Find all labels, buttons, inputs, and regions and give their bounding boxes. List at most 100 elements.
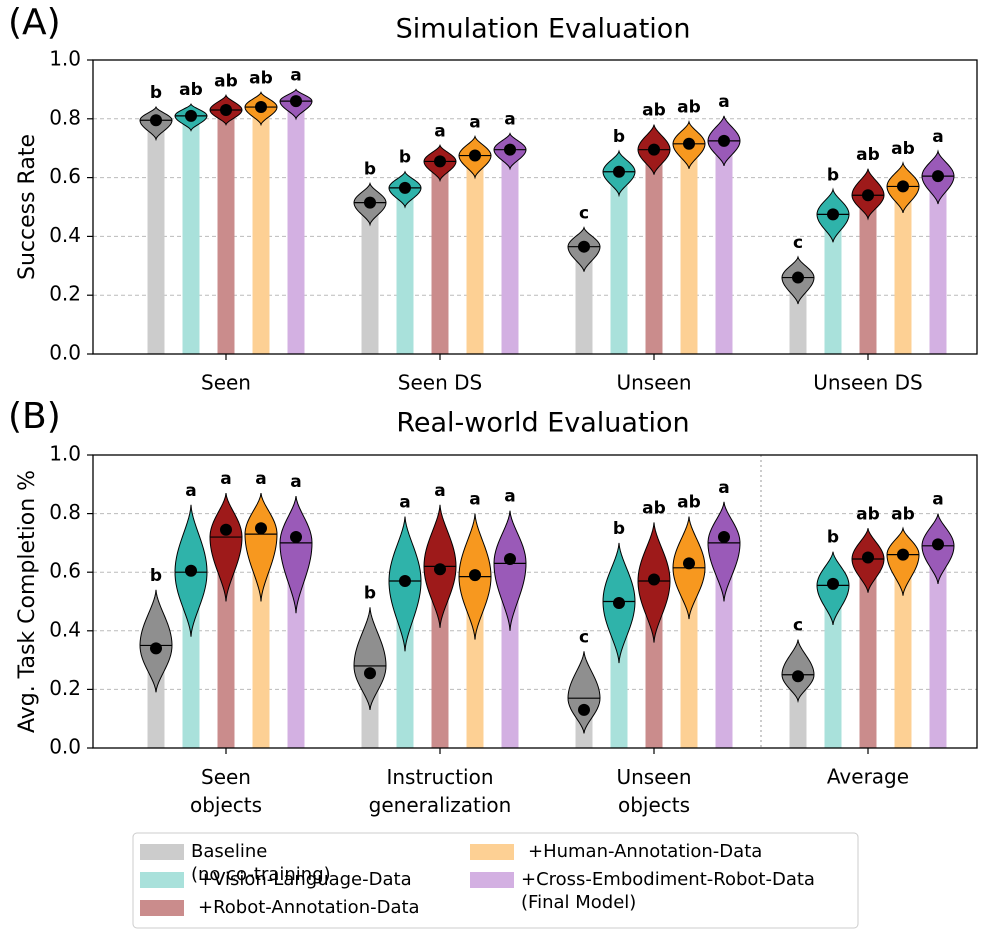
x-tick-label: Average — [827, 765, 909, 789]
bar — [680, 563, 698, 748]
significance-label: a — [255, 469, 266, 489]
panel-label: (A) — [8, 2, 61, 43]
y-axis-label: Success Rate — [15, 134, 40, 280]
bar — [361, 202, 379, 354]
significance-label: a — [290, 65, 301, 85]
bar — [715, 140, 733, 354]
mean-dot — [683, 557, 695, 570]
legend-swatch — [140, 872, 184, 888]
significance-label: a — [185, 481, 196, 501]
significance-label: b — [399, 148, 411, 168]
significance-label: ab — [677, 493, 701, 513]
significance-label: b — [150, 566, 162, 586]
significance-label: a — [718, 92, 729, 112]
y-tick-label: 0.4 — [49, 617, 81, 641]
x-tick-label: Seen — [201, 371, 251, 395]
significance-label: a — [504, 487, 515, 507]
bar — [575, 246, 593, 354]
y-tick-label: 0.0 — [49, 341, 81, 365]
x-tick-label: Instruction generalization — [369, 765, 512, 817]
mean-dot — [648, 143, 660, 156]
significance-label: b — [150, 83, 162, 103]
legend-label: +Cross-Embodiment-Robot-Data (Final Model… — [521, 869, 815, 913]
significance-label: ab — [214, 71, 238, 91]
significance-label: a — [399, 493, 410, 513]
significance-label: a — [932, 127, 943, 147]
mean-dot — [648, 573, 660, 586]
x-tick-label: Unseen objects — [616, 765, 691, 817]
mean-dot — [827, 577, 839, 590]
y-tick-label: 0.0 — [49, 735, 81, 759]
y-tick-label: 0.6 — [49, 559, 81, 583]
mean-dot — [504, 553, 516, 566]
significance-label: ab — [249, 68, 273, 88]
bar — [929, 544, 947, 748]
mean-dot — [469, 149, 481, 162]
legend-label: +Robot-Annotation-Data — [198, 897, 420, 918]
mean-dot — [220, 523, 232, 536]
mean-dot — [792, 670, 804, 683]
significance-label: a — [469, 112, 480, 132]
legend-swatch — [470, 872, 514, 888]
legend-label: +Vision-Language-Data — [198, 869, 412, 890]
significance-label: a — [220, 469, 231, 489]
mean-dot — [578, 240, 590, 253]
x-tick-label: Seen objects — [190, 765, 262, 817]
bar — [466, 155, 484, 354]
violin — [886, 526, 920, 596]
mean-dot — [862, 189, 874, 202]
mean-dot — [399, 181, 411, 194]
significance-label: b — [364, 583, 376, 603]
panel-label: (B) — [8, 396, 61, 437]
axes-frame — [92, 59, 978, 355]
bar — [252, 107, 270, 354]
mean-dot — [897, 180, 909, 193]
bar — [929, 176, 947, 354]
y-tick-label: 0.4 — [49, 223, 81, 247]
mean-dot — [290, 531, 302, 544]
y-axis-label: Avg. Task Completion % — [15, 470, 40, 733]
significance-label: c — [793, 616, 803, 636]
bar — [859, 557, 877, 748]
violin — [707, 501, 741, 602]
violin — [279, 495, 313, 614]
mean-dot — [504, 143, 516, 156]
x-tick-label: Unseen DS — [813, 371, 922, 395]
mean-dot — [434, 155, 446, 168]
mean-dot — [290, 95, 302, 108]
legend-label: Baseline (no co-training) — [191, 841, 331, 885]
y-tick-label: 1.0 — [49, 47, 81, 71]
significance-label: a — [469, 490, 480, 510]
mean-dot — [364, 196, 376, 209]
mean-dot — [255, 522, 267, 535]
significance-label: ab — [642, 498, 666, 518]
significance-label: a — [932, 490, 943, 510]
bar — [182, 115, 200, 354]
mean-dot — [434, 563, 446, 576]
significance-label: c — [793, 233, 803, 253]
significance-label: a — [434, 121, 445, 141]
bar — [431, 161, 449, 354]
mean-dot — [718, 134, 730, 147]
significance-label: b — [827, 528, 839, 548]
bar — [824, 583, 842, 748]
bar — [894, 186, 912, 354]
axes-frame — [92, 454, 978, 749]
mean-dot — [792, 271, 804, 284]
significance-label: ab — [891, 504, 915, 524]
bar — [824, 214, 842, 354]
violin — [209, 493, 243, 602]
legend-swatch — [470, 844, 514, 860]
significance-label: ab — [856, 504, 880, 524]
significance-label: ab — [677, 98, 701, 118]
bar — [859, 195, 877, 354]
bar — [680, 143, 698, 354]
mean-dot — [932, 538, 944, 551]
bar — [217, 109, 235, 354]
significance-label: a — [434, 481, 445, 501]
significance-label: ab — [891, 139, 915, 159]
significance-label: c — [579, 204, 589, 224]
violin — [139, 589, 173, 693]
mean-dot — [185, 564, 197, 577]
violin — [353, 607, 387, 710]
